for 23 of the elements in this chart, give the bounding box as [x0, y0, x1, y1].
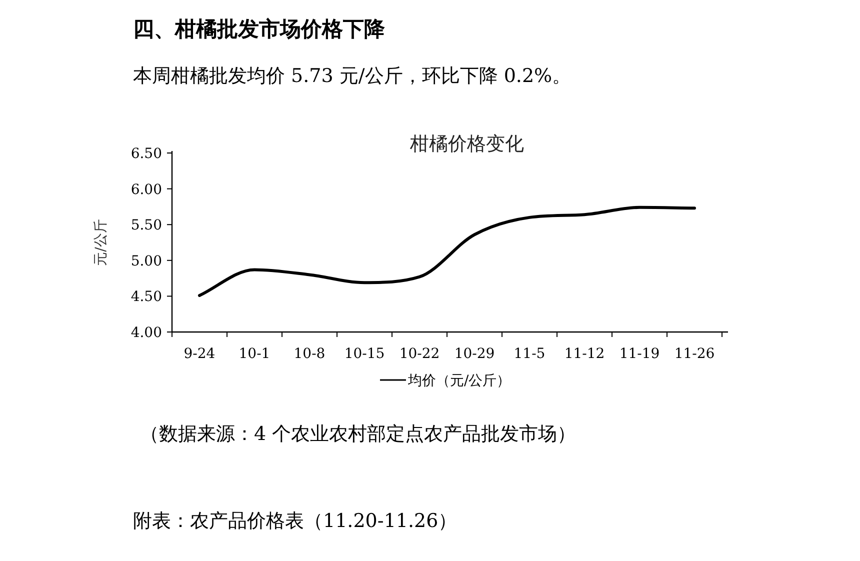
text: 附表：农产品价格表（11.20-11.26） — [133, 510, 458, 532]
x-tick-label: 11-26 — [674, 346, 715, 362]
y-tick-label: 6.50 — [130, 146, 162, 162]
x-tick-label: 9-24 — [184, 346, 216, 362]
x-tick-label: 10-29 — [454, 346, 495, 362]
text: 四、柑橘批发市场价格下降 — [133, 16, 386, 41]
text: （数据来源：4 个农业农村部定点农产品批发市场） — [140, 423, 576, 445]
y-tick-label: 6.00 — [130, 182, 162, 198]
x-tick-label: 11-12 — [564, 346, 605, 362]
y-tick-label: 5.00 — [130, 253, 162, 270]
y-tick-label: 5.50 — [130, 218, 162, 234]
y-axis-title: 元/公斤 — [93, 219, 109, 266]
x-tick-label: 10-1 — [238, 346, 270, 362]
chart-title: 柑橘价格变化 — [409, 133, 524, 155]
y-tick-label: 4.50 — [130, 289, 162, 306]
legend-label: 均价（元/公斤） — [407, 373, 511, 389]
text: 本周柑橘批发均价 5.73 元/公斤，环比下降 0.2%。 — [133, 65, 572, 87]
x-tick-label: 11-5 — [514, 346, 546, 362]
x-tick-label: 10-8 — [294, 346, 326, 362]
x-tick-label: 10-15 — [344, 346, 385, 362]
x-tick-label: 10-22 — [399, 346, 440, 362]
y-tick-label: 4.00 — [130, 325, 162, 341]
x-tick-label: 11-19 — [619, 346, 660, 362]
